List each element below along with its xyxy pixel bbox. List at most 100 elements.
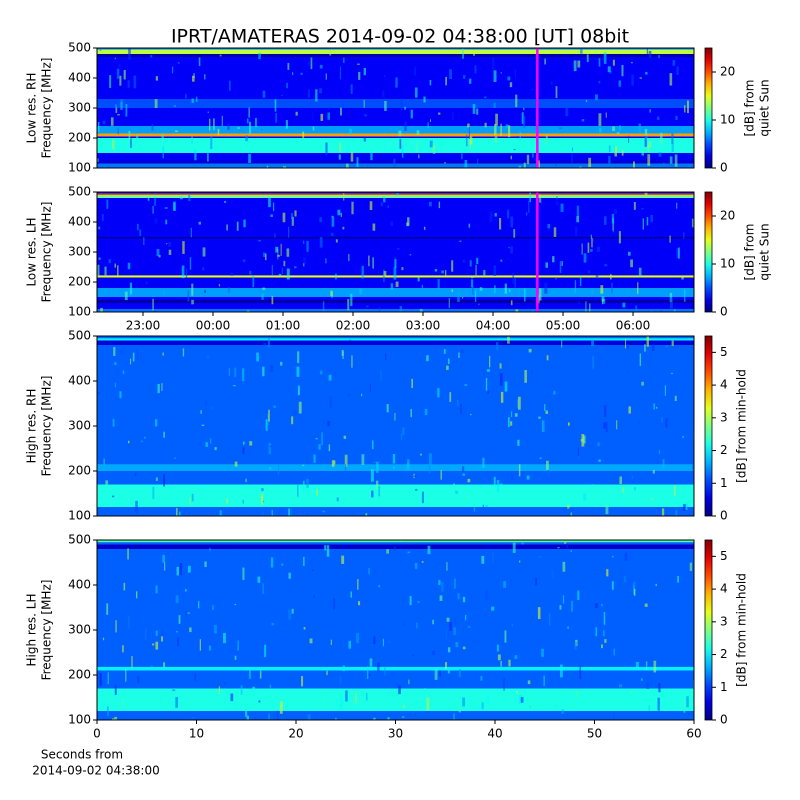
noise xyxy=(110,117,114,126)
noise xyxy=(457,289,460,302)
noise xyxy=(486,695,490,704)
noise xyxy=(230,693,234,702)
noise xyxy=(469,260,472,267)
noise xyxy=(294,266,297,269)
noise xyxy=(610,149,613,152)
noise xyxy=(641,678,643,681)
noise xyxy=(672,60,676,66)
noise xyxy=(559,261,562,273)
noise xyxy=(440,470,442,480)
noise xyxy=(410,109,413,119)
noise xyxy=(604,264,608,267)
noise xyxy=(417,276,420,282)
noise xyxy=(437,112,441,115)
noise xyxy=(601,299,604,305)
noise xyxy=(151,124,154,131)
noise xyxy=(398,685,401,695)
noise xyxy=(226,224,228,231)
noise xyxy=(423,688,426,694)
noise xyxy=(191,493,194,502)
noise xyxy=(333,598,335,610)
x-tick-label: 01:00 xyxy=(266,319,301,333)
noise xyxy=(603,630,605,637)
noise xyxy=(544,129,548,133)
noise xyxy=(665,345,668,348)
noise xyxy=(321,432,323,446)
noise xyxy=(135,591,138,599)
noise xyxy=(611,213,615,224)
noise xyxy=(613,712,615,720)
noise xyxy=(269,467,272,470)
y-tick-label: 400 xyxy=(68,374,91,388)
noise xyxy=(117,265,119,276)
noise xyxy=(350,591,353,598)
noise xyxy=(202,267,205,271)
noise xyxy=(286,268,290,280)
noise xyxy=(553,227,557,237)
noise xyxy=(97,158,99,163)
noise xyxy=(486,369,490,372)
noise xyxy=(511,411,513,418)
noise xyxy=(646,217,649,226)
noise xyxy=(322,695,325,702)
noise xyxy=(229,80,231,91)
noise xyxy=(369,201,373,211)
noise xyxy=(532,310,534,312)
noise xyxy=(560,336,564,338)
noise xyxy=(604,639,607,643)
noise xyxy=(106,199,109,209)
noise xyxy=(499,372,503,386)
noise xyxy=(345,690,348,702)
noise xyxy=(462,259,466,263)
noise xyxy=(114,263,117,268)
noise xyxy=(669,73,673,86)
noise xyxy=(575,691,579,697)
noise xyxy=(595,627,598,637)
noise xyxy=(236,221,239,231)
noise xyxy=(261,293,264,300)
noise xyxy=(555,277,557,280)
band xyxy=(97,464,694,471)
noise xyxy=(168,249,172,255)
noise xyxy=(399,305,403,312)
noise xyxy=(445,627,448,640)
colorbar-label: [dB] from min-hold xyxy=(735,573,749,687)
noise xyxy=(114,382,117,388)
noise xyxy=(188,194,191,202)
noise xyxy=(113,347,116,356)
noise xyxy=(506,209,510,219)
noise xyxy=(595,275,599,278)
noise xyxy=(358,71,361,80)
noise xyxy=(526,154,530,164)
noise xyxy=(109,75,112,88)
noise xyxy=(546,355,549,361)
noise xyxy=(189,627,192,633)
noise xyxy=(273,202,275,212)
noise xyxy=(175,697,178,708)
noise xyxy=(616,132,620,135)
x-axis-label: 2014-09-02 04:38:00 xyxy=(32,764,159,778)
noise xyxy=(539,288,542,301)
noise xyxy=(303,627,306,630)
noise xyxy=(378,485,381,497)
noise xyxy=(571,153,573,165)
noise xyxy=(409,254,412,256)
noise xyxy=(545,410,549,414)
noise xyxy=(500,660,502,667)
noise xyxy=(384,666,386,676)
band xyxy=(97,138,694,153)
noise xyxy=(619,684,623,688)
noise xyxy=(155,641,159,650)
noise xyxy=(451,112,454,121)
colorbar xyxy=(704,191,713,313)
noise xyxy=(258,239,261,242)
y-tick-label: 300 xyxy=(68,623,91,637)
noise xyxy=(577,447,580,456)
noise xyxy=(357,579,359,590)
noise xyxy=(437,279,440,290)
noise xyxy=(583,253,587,263)
noise xyxy=(630,259,633,268)
noise xyxy=(493,265,497,276)
noise xyxy=(241,368,245,382)
noise xyxy=(597,246,601,253)
